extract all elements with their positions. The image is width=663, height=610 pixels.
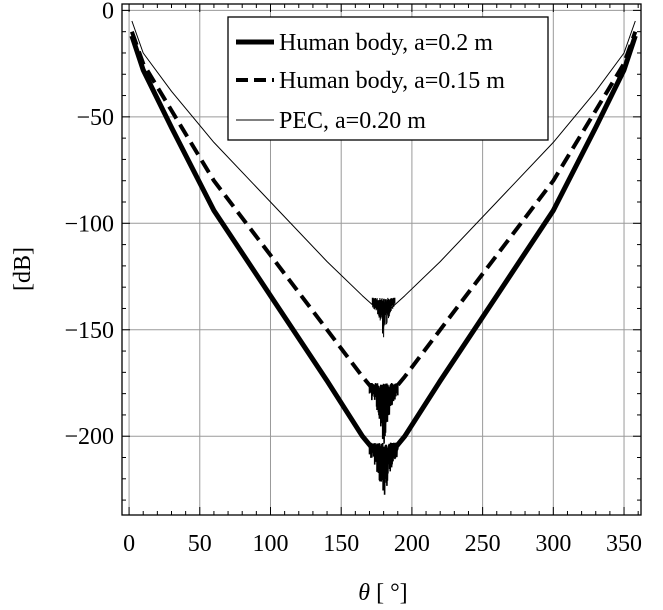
y-axis-label: [dB] [10, 247, 36, 291]
y-tick-label: −50 [76, 105, 114, 131]
series-noise-1 [368, 442, 399, 495]
x-tick-label: 250 [465, 531, 501, 557]
legend-label-series-1: Human body, a=0.2 m [279, 30, 493, 56]
series-noise-3 [371, 297, 396, 338]
x-tick-label: 350 [606, 531, 642, 557]
plot-frame [121, 3, 642, 516]
x-tick-label: 200 [394, 531, 430, 557]
series-layer [129, 20, 638, 495]
y-tick-label: −100 [64, 211, 114, 237]
series-noise-2 [368, 382, 399, 444]
x-tick-label: 50 [188, 531, 212, 557]
x-axis-label: θ [ °] [358, 580, 407, 606]
y-tick-label: −200 [64, 424, 114, 450]
y-tick-labels: 0 −50 −100 −150 −200 [64, 0, 114, 450]
legend-label-series-2: Human body, a=0.15 m [279, 68, 505, 94]
y-tick-label: 0 [102, 0, 114, 24]
x-axis-symbol: θ [358, 580, 370, 606]
legend: Human body, a=0.2 m Human body, a=0.15 m… [227, 16, 549, 141]
x-tick-labels: 0 50 100 150 200 250 300 350 [123, 531, 642, 557]
x-tick-label: 150 [323, 531, 359, 557]
y-tick-label: −150 [64, 318, 114, 344]
x-tick-label: 100 [252, 531, 288, 557]
x-tick-label: 0 [123, 531, 135, 557]
x-tick-label: 300 [535, 531, 571, 557]
legend-box [227, 16, 549, 141]
ticks [122, 4, 641, 515]
legend-label-series-3: PEC, a=0.20 m [279, 108, 426, 134]
x-axis-unit: [ °] [370, 580, 408, 606]
series-line-2 [130, 31, 638, 411]
